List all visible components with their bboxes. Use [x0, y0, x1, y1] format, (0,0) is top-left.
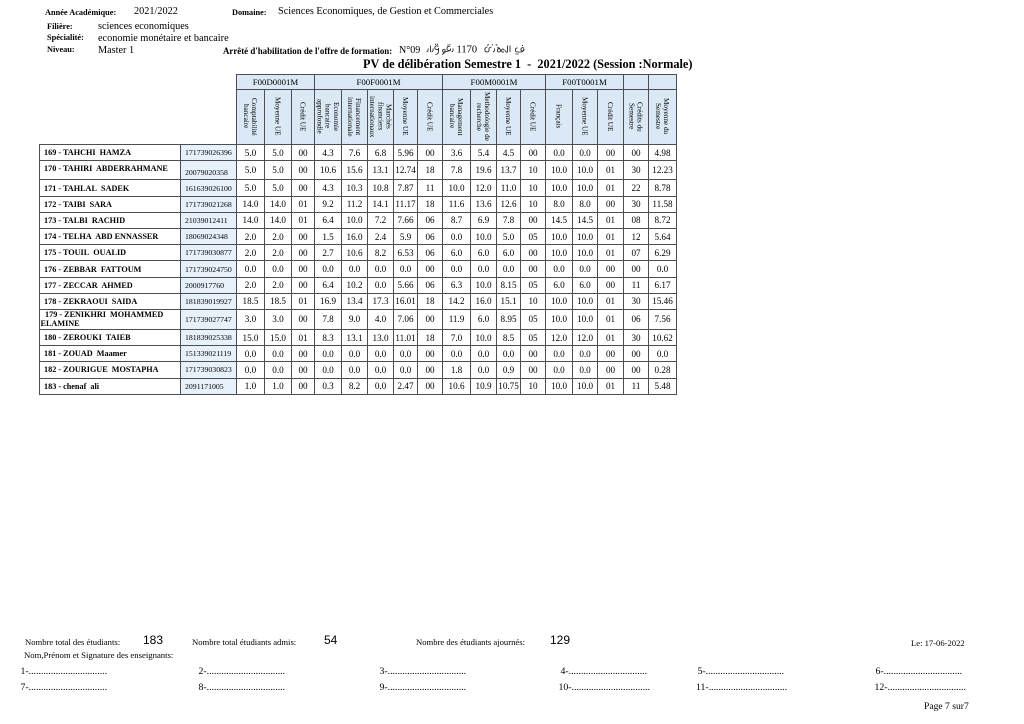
svg-text:1170: 1170	[457, 45, 478, 56]
